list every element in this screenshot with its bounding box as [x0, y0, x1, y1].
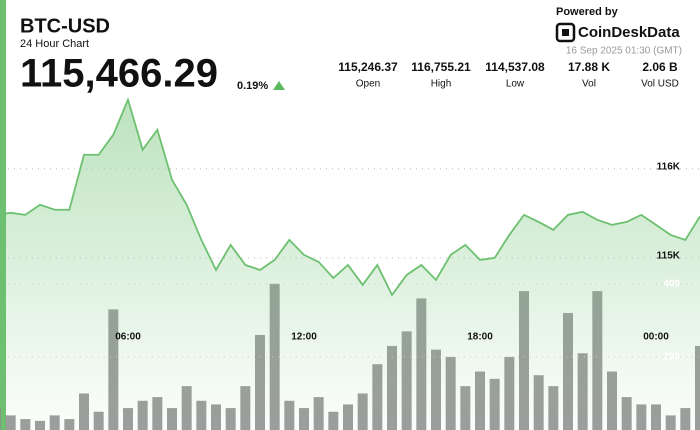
- stat-label: High: [431, 79, 452, 90]
- stat-value: 17.88 K: [568, 60, 610, 74]
- price-line: [0, 96, 700, 297]
- stat-label: Open: [356, 79, 380, 90]
- plot: 116K 115K 400 200 06:00 12:00 18:00 00:00: [0, 96, 700, 430]
- y-tick-label: 115K: [657, 251, 681, 262]
- logo-icon: [555, 22, 576, 43]
- powered-by: Powered by: [556, 6, 619, 18]
- x-tick-label: 12:00: [291, 332, 317, 343]
- subtitle: 24 Hour Chart: [20, 38, 89, 50]
- chart-title: BTC-USD: [20, 15, 110, 37]
- x-tick-label: 18:00: [467, 332, 493, 343]
- stat-label: Low: [506, 79, 525, 90]
- stat-label: Vol USD: [641, 79, 679, 90]
- stat-value: 114,537.08: [485, 60, 545, 74]
- y2-tick-label: 200: [663, 352, 680, 363]
- stat-value: 2.06 B: [642, 60, 678, 74]
- x-tick-label: 00:00: [643, 332, 669, 343]
- price-area: [0, 99, 700, 430]
- y-tick-label: 116K: [657, 161, 681, 172]
- change: 0.19%: [237, 80, 268, 92]
- y2-tick-label: 400: [663, 278, 680, 289]
- price: 115,466.29: [20, 52, 218, 96]
- stat-value: 115,246.37: [338, 60, 398, 74]
- stat-value: 116,755.21: [411, 60, 471, 74]
- x-tick-label: 06:00: [115, 332, 141, 343]
- timestamp: 16 Sep 2025 01:30 (GMT): [566, 46, 682, 57]
- stats: 115,246.37 Open 116,755.21 High 114,537.08 Lo…: [338, 60, 679, 89]
- brand: CoinDeskData: [578, 24, 680, 41]
- stat-label: Vol: [582, 79, 596, 90]
- up-arrow: [273, 81, 285, 90]
